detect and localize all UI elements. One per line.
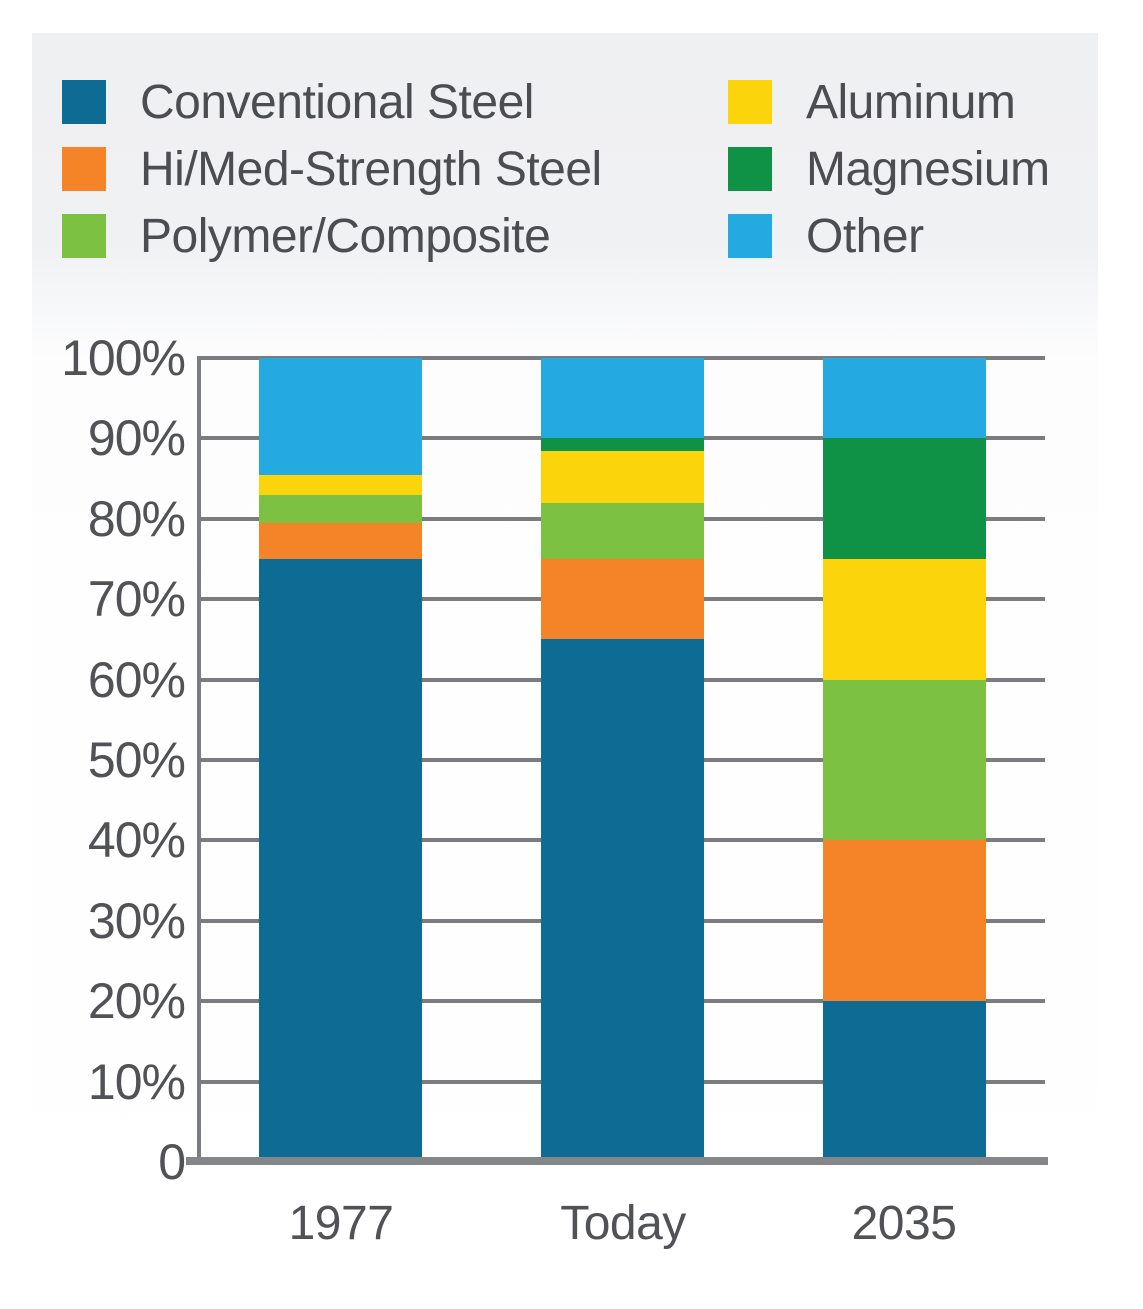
- x-category-label-1977: 1977: [288, 1197, 394, 1250]
- bar-segment-1977-conventional-steel: [259, 559, 422, 1162]
- bar-segment-2035-conventional-steel: [823, 1001, 986, 1162]
- legend-swatch-magnesium: [728, 147, 772, 191]
- y-tick-label-80: 80%: [87, 490, 186, 547]
- bar-segment-2035-hi-med-strength-steel: [823, 840, 986, 1002]
- legend-swatch-aluminum: [728, 80, 772, 124]
- bar-segment-today-hi-med-strength-steel: [541, 559, 704, 640]
- legend-item-other: Other: [728, 210, 924, 263]
- legend-swatch-other: [728, 214, 772, 258]
- y-tick-label-100: 100%: [61, 330, 186, 386]
- bar-2035: [823, 358, 986, 1162]
- bar-segment-1977-polymer-composite: [259, 494, 422, 523]
- y-tick-label-60: 60%: [87, 651, 186, 708]
- y-tick-label-0: 0: [158, 1134, 186, 1190]
- bar-segment-2035-other: [823, 358, 986, 439]
- x-category-label-today: Today: [560, 1197, 686, 1250]
- legend-label-aluminum: Aluminum: [806, 75, 1016, 129]
- bar-segment-1977-other: [259, 358, 422, 475]
- y-tick-label-90: 90%: [87, 410, 186, 467]
- x-axis-line: [186, 1157, 1048, 1165]
- legend-swatch-polymer-composite: [62, 214, 106, 258]
- bar-segment-1977-aluminum: [259, 474, 422, 495]
- bar-segment-1977-hi-med-strength-steel: [259, 522, 422, 559]
- y-tick-label-70: 70%: [87, 571, 186, 628]
- bar-today: [541, 358, 704, 1162]
- bar-segment-2035-magnesium: [823, 438, 986, 560]
- legend-swatch-hi-med-strength-steel: [62, 147, 106, 191]
- y-tick-label-20: 20%: [87, 973, 186, 1030]
- x-category-label-2035: 2035: [851, 1197, 957, 1250]
- legend-item-conventional-steel: Conventional Steel: [62, 76, 534, 129]
- legend-item-hi-med-strength-steel: Hi/Med-Strength Steel: [62, 143, 602, 196]
- legend-label-other: Other: [806, 209, 924, 263]
- gridline-100: [201, 356, 1045, 360]
- y-tick-label-30: 30%: [87, 892, 186, 949]
- bar-segment-today-other: [541, 358, 704, 439]
- legend-swatch-conventional-steel: [62, 80, 106, 124]
- legend-item-aluminum: Aluminum: [728, 76, 1016, 129]
- bar-segment-today-aluminum: [541, 450, 704, 503]
- legend-label-conventional-steel: Conventional Steel: [140, 75, 534, 129]
- y-tick-label-50: 50%: [87, 732, 186, 788]
- legend-label-magnesium: Magnesium: [806, 142, 1050, 196]
- bar-segment-today-conventional-steel: [541, 639, 704, 1162]
- legend-item-magnesium: Magnesium: [728, 143, 1050, 196]
- legend-label-hi-med-strength-steel: Hi/Med-Strength Steel: [140, 142, 602, 196]
- bar-1977: [259, 358, 422, 1162]
- legend-label-polymer-composite: Polymer/Composite: [140, 209, 551, 263]
- bar-segment-2035-polymer-composite: [823, 679, 986, 841]
- bar-segment-today-polymer-composite: [541, 502, 704, 560]
- y-tick-label-40: 40%: [87, 812, 186, 869]
- y-axis-line: [197, 356, 201, 1161]
- legend-item-polymer-composite: Polymer/Composite: [62, 210, 551, 263]
- y-tick-label-10: 10%: [87, 1053, 186, 1110]
- bar-segment-2035-aluminum: [823, 559, 986, 680]
- bar-segment-today-magnesium: [541, 438, 704, 451]
